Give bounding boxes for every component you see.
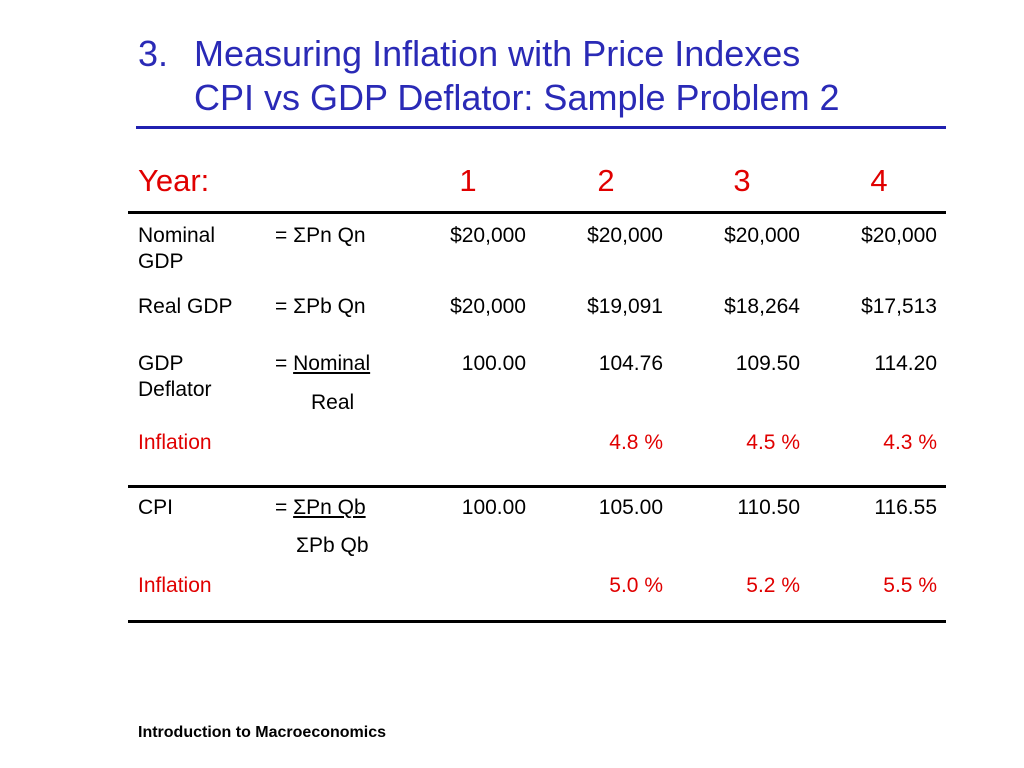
- cpi-inflation-label: Inflation: [138, 574, 212, 597]
- real-gdp-year-3: $18,264: [724, 295, 800, 318]
- nominal-gdp-label-line-1: Nominal: [138, 224, 216, 247]
- cpi-inflation-year-2: 5.0 %: [609, 574, 663, 597]
- cpi-inflation-year-3: 5.2 %: [746, 574, 800, 597]
- table-bottom-rule: [128, 620, 946, 623]
- cpi-year-4: 116.55: [874, 496, 937, 519]
- cpi-year-3: 110.50: [737, 496, 800, 519]
- year-1: 1: [459, 163, 477, 198]
- year-3: 3: [733, 163, 751, 198]
- table-top-rule: [128, 211, 946, 214]
- real-gdp-year-4: $17,513: [861, 295, 937, 318]
- cpi-year-2: 105.00: [598, 496, 663, 519]
- nominal-gdp-year-3: $20,000: [724, 224, 800, 247]
- nominal-gdp-label: Nominal GDP: [138, 223, 215, 275]
- gdp-deflator-year-4: 114.20: [874, 352, 937, 375]
- year-4: 4: [870, 163, 888, 198]
- table-middle-rule: [128, 485, 946, 488]
- real-gdp-year-2: $19,091: [587, 295, 663, 318]
- cpi-formula: = ΣPn Qb: [275, 495, 366, 521]
- title-text-line-1: Measuring Inflation with Price Indexes: [194, 33, 801, 74]
- cpi-year-1: 100.00: [461, 496, 526, 519]
- nominal-gdp-year-4: $20,000: [861, 224, 937, 247]
- deflator-inflation-year-4: 4.3 %: [883, 431, 937, 454]
- title-text-line-2: CPI vs GDP Deflator: Sample Problem 2: [194, 77, 840, 118]
- title-indent: [138, 76, 194, 120]
- cpi-formula-numerator: ΣPn Qb: [293, 496, 366, 519]
- gdp-deflator-formula-numerator: Nominal: [293, 352, 371, 375]
- gdp-deflator-year-1: 100.00: [461, 352, 526, 375]
- deflator-inflation-label: Inflation: [138, 431, 212, 454]
- cpi-formula-denominator: ΣPb Qb: [296, 534, 369, 557]
- nominal-gdp-formula: = ΣPn Qn: [275, 224, 366, 247]
- cpi-inflation-year-4: 5.5 %: [883, 574, 937, 597]
- year-2: 2: [597, 163, 615, 198]
- deflator-inflation-year-2: 4.8 %: [609, 431, 663, 454]
- gdp-deflator-formula: = Nominal: [275, 351, 370, 377]
- gdp-deflator-label: GDP Deflator: [138, 351, 212, 403]
- cpi-formula-equals: =: [275, 496, 288, 519]
- year-header-row: Year: 1 2 3 4: [0, 163, 1024, 203]
- nominal-gdp-year-2: $20,000: [587, 224, 663, 247]
- title-line-1: 3. Measuring Inflation with Price Indexe…: [138, 32, 840, 76]
- real-gdp-year-1: $20,000: [450, 295, 526, 318]
- title-number: 3.: [138, 33, 169, 74]
- slide-title: 3. Measuring Inflation with Price Indexe…: [138, 32, 840, 120]
- title-underline: [136, 126, 946, 129]
- real-gdp-label: Real GDP: [138, 295, 233, 318]
- cpi-label: CPI: [138, 496, 174, 519]
- gdp-deflator-label-line-1: GDP: [138, 352, 184, 375]
- gdp-deflator-formula-equals: =: [275, 352, 288, 375]
- year-label: Year:: [138, 163, 210, 198]
- nominal-gdp-year-1: $20,000: [450, 224, 526, 247]
- deflator-inflation-year-3: 4.5 %: [746, 431, 800, 454]
- nominal-gdp-label-line-2: GDP: [138, 250, 184, 273]
- real-gdp-formula: = ΣPb Qn: [275, 295, 366, 318]
- gdp-deflator-formula-denominator: Real: [311, 391, 355, 414]
- title-line-2: CPI vs GDP Deflator: Sample Problem 2: [138, 76, 840, 120]
- gdp-deflator-label-line-2: Deflator: [138, 378, 212, 401]
- slide-footer: Introduction to Macroeconomics: [138, 724, 387, 741]
- gdp-deflator-year-2: 104.76: [598, 352, 663, 375]
- gdp-deflator-year-3: 109.50: [735, 352, 800, 375]
